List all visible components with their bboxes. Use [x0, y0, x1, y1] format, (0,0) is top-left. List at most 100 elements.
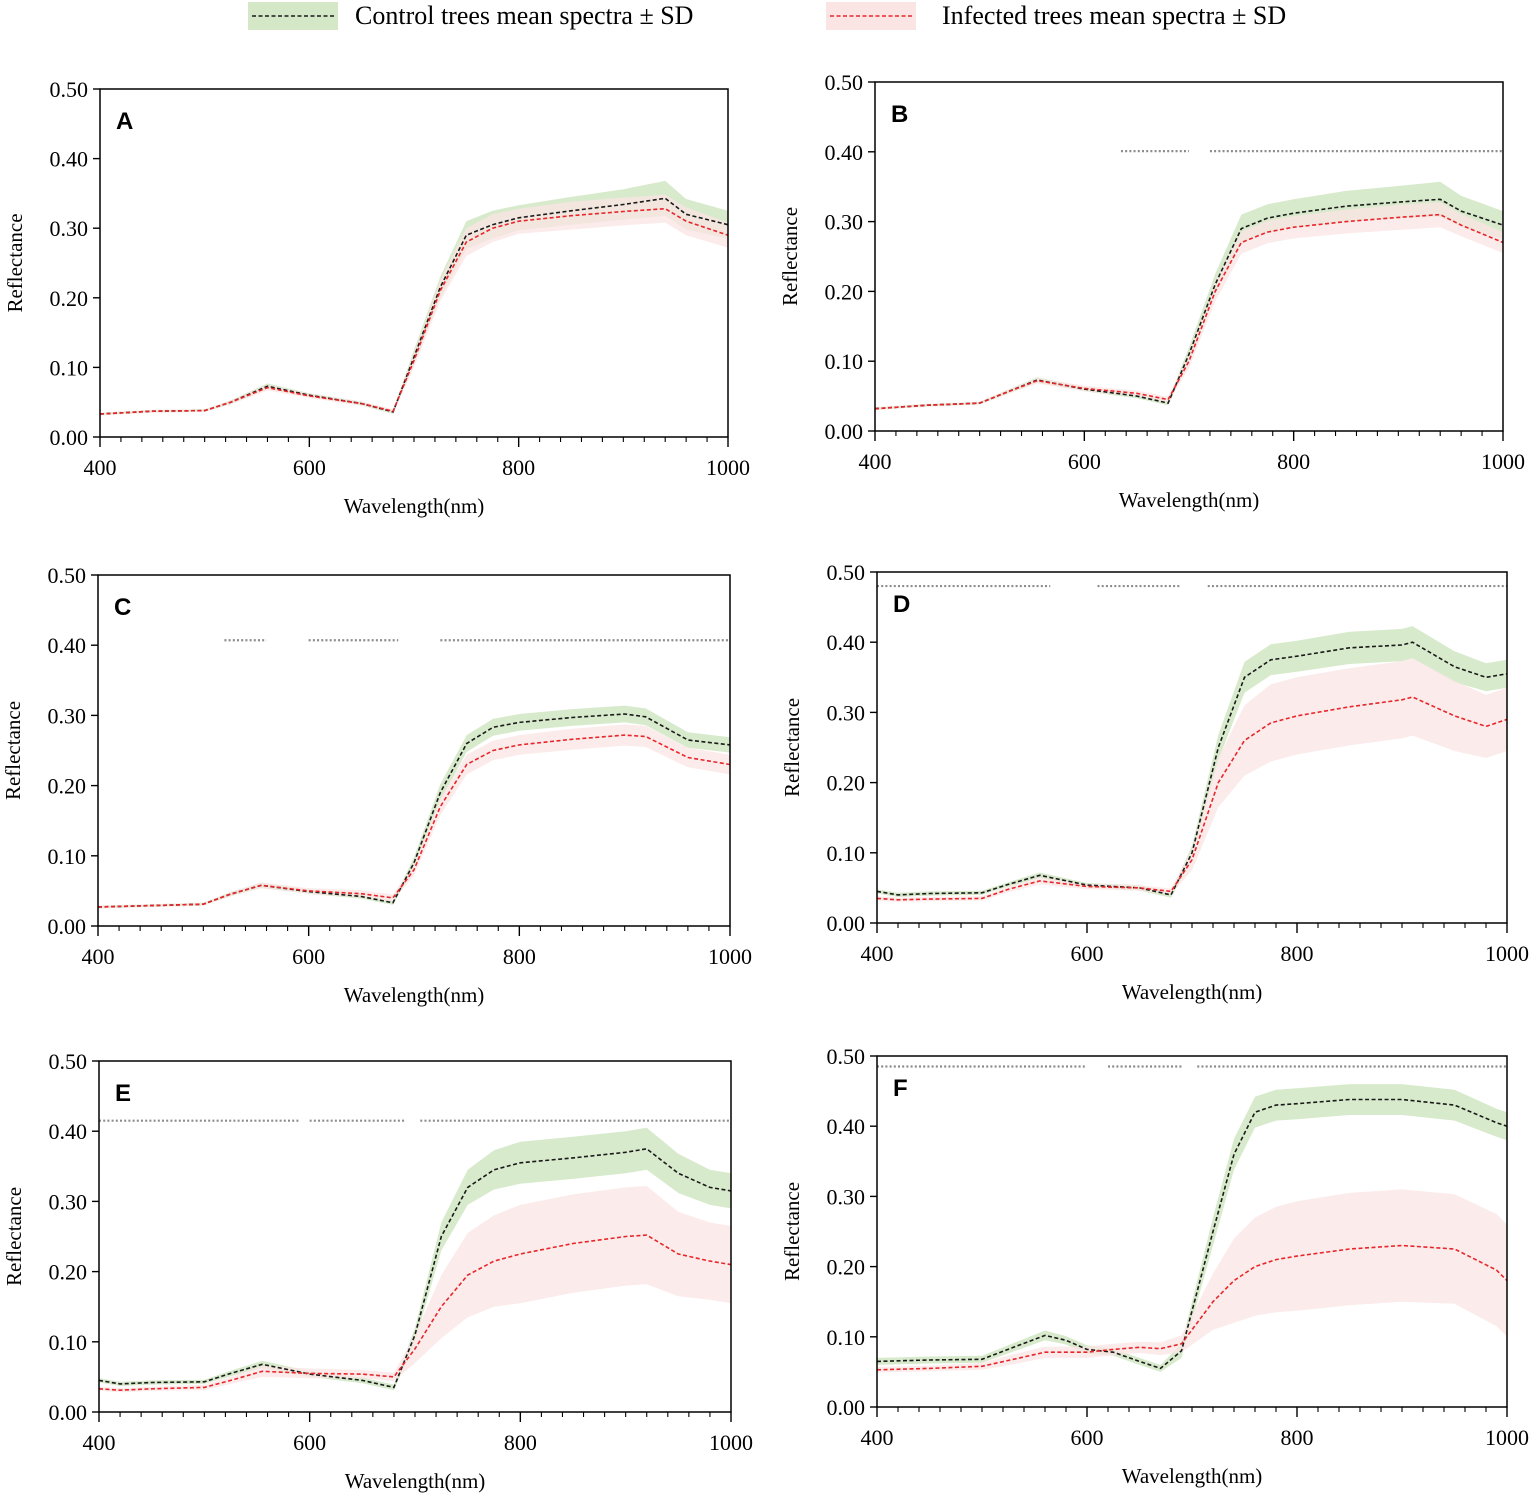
x-tick-label-b-3: 1000	[1481, 449, 1525, 474]
sd-band-control-d	[877, 626, 1507, 898]
x-tick-label-d-0: 400	[861, 941, 894, 966]
series-line-infected-c	[98, 734, 730, 908]
x-axis-title-a: Wavelength(nm)	[344, 494, 485, 518]
x-axis-title-c: Wavelength(nm)	[344, 983, 485, 1007]
series-line-control-d	[877, 641, 1507, 896]
y-tick-label-e-1: 0.10	[49, 1330, 88, 1355]
x-tick-label-b-1: 600	[1068, 449, 1101, 474]
x-axis-title-d: Wavelength(nm)	[1122, 980, 1263, 1004]
y-tick-label-d-5: 0.50	[827, 560, 866, 585]
series-line-control-f	[877, 1098, 1507, 1370]
y-tick-label-d-4: 0.40	[827, 630, 866, 655]
series-line-infected-b	[875, 213, 1503, 410]
x-tick-label-e-1: 600	[293, 1430, 326, 1455]
y-tick-label-d-3: 0.30	[827, 700, 866, 725]
y-tick-label-e-4: 0.40	[49, 1119, 88, 1144]
y-tick-label-c-5: 0.50	[48, 563, 87, 588]
legend-control-label: Control trees mean spectra ± SD	[355, 1, 693, 30]
panel-c: 0.00 0.10 0.20 0.30 0.40 0.50 400 600 800 1000 Wav…	[1, 563, 752, 1007]
x-tick-label-a-0: 400	[84, 455, 117, 480]
series-line-control-b	[875, 198, 1503, 410]
x-tick-label-a-2: 800	[502, 455, 535, 480]
y-axis-title-d: Reflectance	[780, 698, 804, 797]
x-axis-title-f: Wavelength(nm)	[1122, 1464, 1263, 1488]
y-tick-label-a-2: 0.20	[50, 286, 89, 311]
x-tick-label-b-2: 800	[1277, 449, 1310, 474]
panel-label-b: B	[891, 101, 908, 128]
y-tick-label-f-1: 0.10	[827, 1325, 866, 1350]
y-tick-label-c-0: 0.00	[48, 914, 87, 939]
x-tick-label-c-0: 400	[82, 944, 115, 969]
sd-band-control-f	[877, 1084, 1507, 1372]
x-tick-label-f-0: 400	[861, 1425, 894, 1450]
series-line-infected-e	[99, 1234, 731, 1392]
x-tick-label-d-3: 1000	[1485, 941, 1529, 966]
y-tick-label-e-2: 0.20	[49, 1260, 88, 1285]
y-axis-title-a: Reflectance	[3, 213, 27, 312]
x-tick-label-f-2: 800	[1281, 1425, 1314, 1450]
x-tick-label-c-3: 1000	[708, 944, 752, 969]
series-line-infected-a	[100, 207, 728, 415]
y-tick-label-e-5: 0.50	[49, 1049, 88, 1074]
y-tick-label-e-3: 0.30	[49, 1189, 88, 1214]
sd-band-infected-c	[98, 724, 730, 909]
x-tick-label-f-1: 600	[1071, 1425, 1104, 1450]
x-tick-label-f-3: 1000	[1485, 1425, 1529, 1450]
y-tick-label-b-1: 0.10	[825, 349, 864, 374]
x-tick-label-d-2: 800	[1281, 941, 1314, 966]
x-tick-label-a-1: 600	[293, 455, 326, 480]
x-tick-label-b-0: 400	[859, 449, 892, 474]
sd-band-infected-d	[877, 658, 1507, 902]
panel-label-c: C	[114, 594, 131, 621]
x-tick-label-a-3: 1000	[706, 455, 750, 480]
x-axis-title-e: Wavelength(nm)	[345, 1469, 486, 1493]
panel-d: 0.00 0.10 0.20 0.30 0.40 0.50 400 600 800 1000 Wav…	[780, 560, 1529, 1004]
legend-infected-label: Infected trees mean spectra ± SD	[942, 1, 1286, 30]
y-tick-label-a-1: 0.10	[50, 355, 89, 380]
y-tick-label-c-1: 0.10	[48, 844, 87, 869]
y-tick-label-a-0: 0.00	[50, 425, 89, 450]
panel-a: 0.00 0.10 0.20 0.30 0.40 0.50 400 600 800 1000 Wav…	[3, 77, 750, 518]
y-tick-label-a-3: 0.30	[50, 216, 89, 241]
y-tick-label-a-4: 0.40	[50, 147, 89, 172]
x-tick-label-e-3: 1000	[709, 1430, 753, 1455]
y-tick-label-c-4: 0.40	[48, 633, 87, 658]
x-tick-label-c-2: 800	[503, 944, 536, 969]
sd-band-infected-a	[100, 194, 728, 416]
y-tick-label-d-0: 0.00	[827, 911, 866, 936]
y-tick-label-f-0: 0.00	[827, 1395, 866, 1420]
x-axis-title-b: Wavelength(nm)	[1119, 488, 1260, 512]
sd-band-infected-f	[877, 1189, 1507, 1373]
y-tick-label-c-3: 0.30	[48, 703, 87, 728]
y-axis-title-b: Reflectance	[778, 207, 802, 306]
panel-label-f: F	[893, 1075, 908, 1102]
y-tick-label-f-3: 0.30	[827, 1184, 866, 1209]
y-tick-label-a-5: 0.50	[50, 77, 89, 102]
y-axis-title-c: Reflectance	[1, 701, 25, 800]
y-tick-label-b-4: 0.40	[825, 140, 864, 165]
panel-f: 0.00 0.10 0.20 0.30 0.40 0.50 400 600 800 1000 Wav…	[780, 1044, 1529, 1488]
plot-frame-b	[874, 81, 1504, 432]
series-line-control-a	[100, 197, 728, 415]
y-axis-title-f: Reflectance	[780, 1182, 804, 1281]
y-tick-label-f-2: 0.20	[827, 1255, 866, 1280]
x-tick-label-c-1: 600	[292, 944, 325, 969]
y-tick-label-d-2: 0.20	[827, 771, 866, 796]
panel-label-a: A	[116, 108, 133, 135]
y-tick-label-b-3: 0.30	[825, 210, 864, 235]
y-tick-label-f-4: 0.40	[827, 1114, 866, 1139]
sd-band-infected-e	[99, 1186, 731, 1393]
y-tick-label-b-2: 0.20	[825, 279, 864, 304]
x-tick-label-d-1: 600	[1071, 941, 1104, 966]
series-line-infected-d	[877, 696, 1507, 901]
panel-label-e: E	[115, 1080, 131, 1107]
x-tick-label-e-0: 400	[83, 1430, 116, 1455]
x-tick-label-e-2: 800	[504, 1430, 537, 1455]
series-line-control-e	[99, 1147, 731, 1389]
panel-e: 0.00 0.10 0.20 0.30 0.40 0.50 400 600 800 1000 Wav…	[2, 1049, 753, 1493]
y-tick-label-e-0: 0.00	[49, 1400, 88, 1425]
sd-band-infected-b	[875, 202, 1503, 411]
y-tick-label-d-1: 0.10	[827, 841, 866, 866]
y-tick-label-c-2: 0.20	[48, 774, 87, 799]
